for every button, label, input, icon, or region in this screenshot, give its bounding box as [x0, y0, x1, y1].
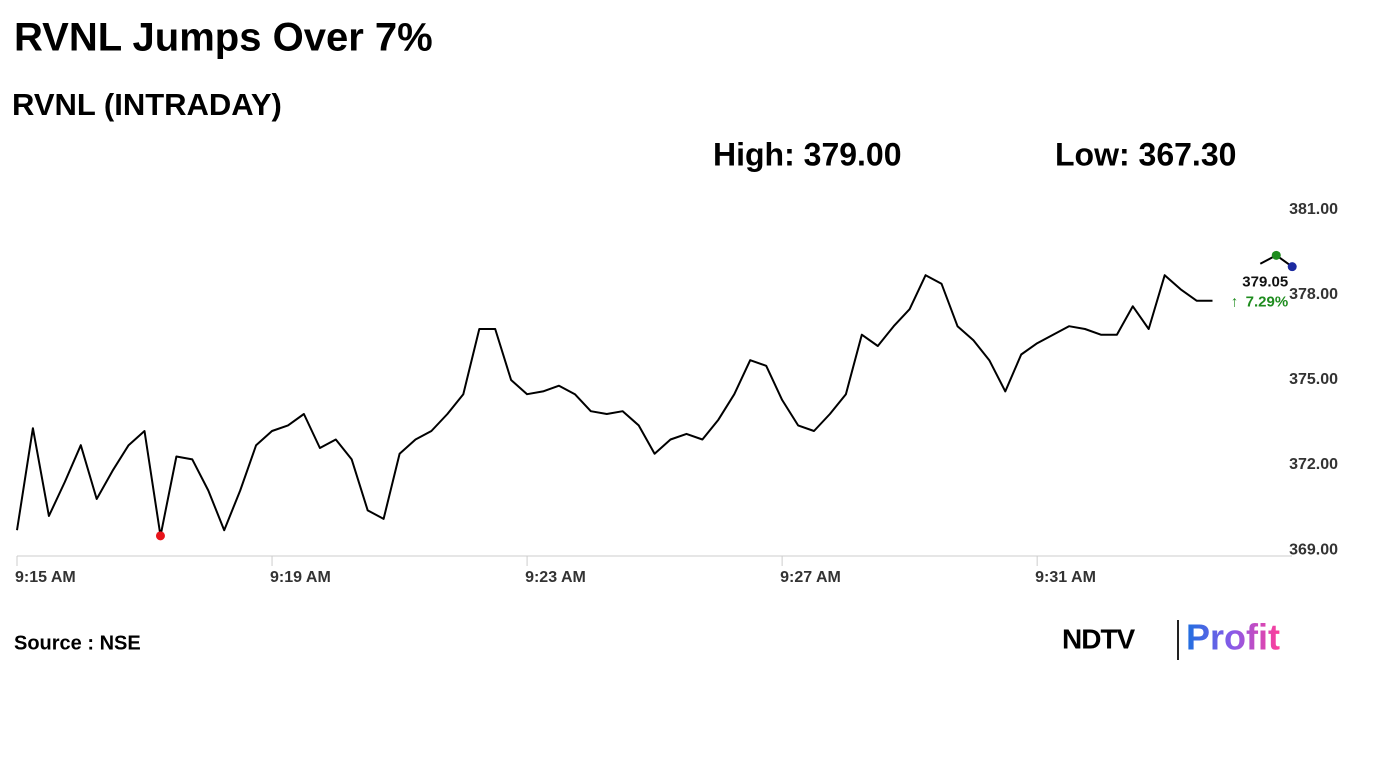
y-tick-label: 381.00 — [1289, 201, 1338, 218]
y-tick-label: 372.00 — [1289, 456, 1338, 473]
x-tick-label: 9:31 AM — [1035, 569, 1096, 586]
logo-right: Profit — [1186, 617, 1280, 658]
high-marker — [1271, 250, 1281, 260]
low-label: Low: 367.30 — [1055, 136, 1236, 172]
y-tick-label: 369.00 — [1289, 541, 1338, 558]
chart-title: RVNL Jumps Over 7% — [14, 16, 433, 60]
x-tick-label: 9:23 AM — [525, 569, 586, 586]
y-tick-label: 378.00 — [1289, 286, 1338, 303]
chart-subtitle: RVNL (INTRADAY) — [12, 87, 282, 122]
change-label: 7.29% — [1246, 294, 1289, 311]
x-tick-label: 9:27 AM — [780, 569, 841, 586]
y-tick-label: 375.00 — [1289, 371, 1338, 388]
price-line — [16, 254, 1293, 537]
logo-left: NDTV — [1062, 623, 1136, 654]
low-marker — [155, 531, 165, 541]
last-marker — [1287, 262, 1297, 272]
high-label: High: 379.00 — [713, 136, 902, 172]
x-tick-label: 9:15 AM — [15, 569, 76, 586]
source: Source : NSE — [14, 632, 141, 654]
last-price: 379.05 — [1242, 274, 1288, 291]
x-tick-label: 9:19 AM — [270, 569, 331, 586]
change-arrow: ↑ — [1231, 294, 1239, 311]
